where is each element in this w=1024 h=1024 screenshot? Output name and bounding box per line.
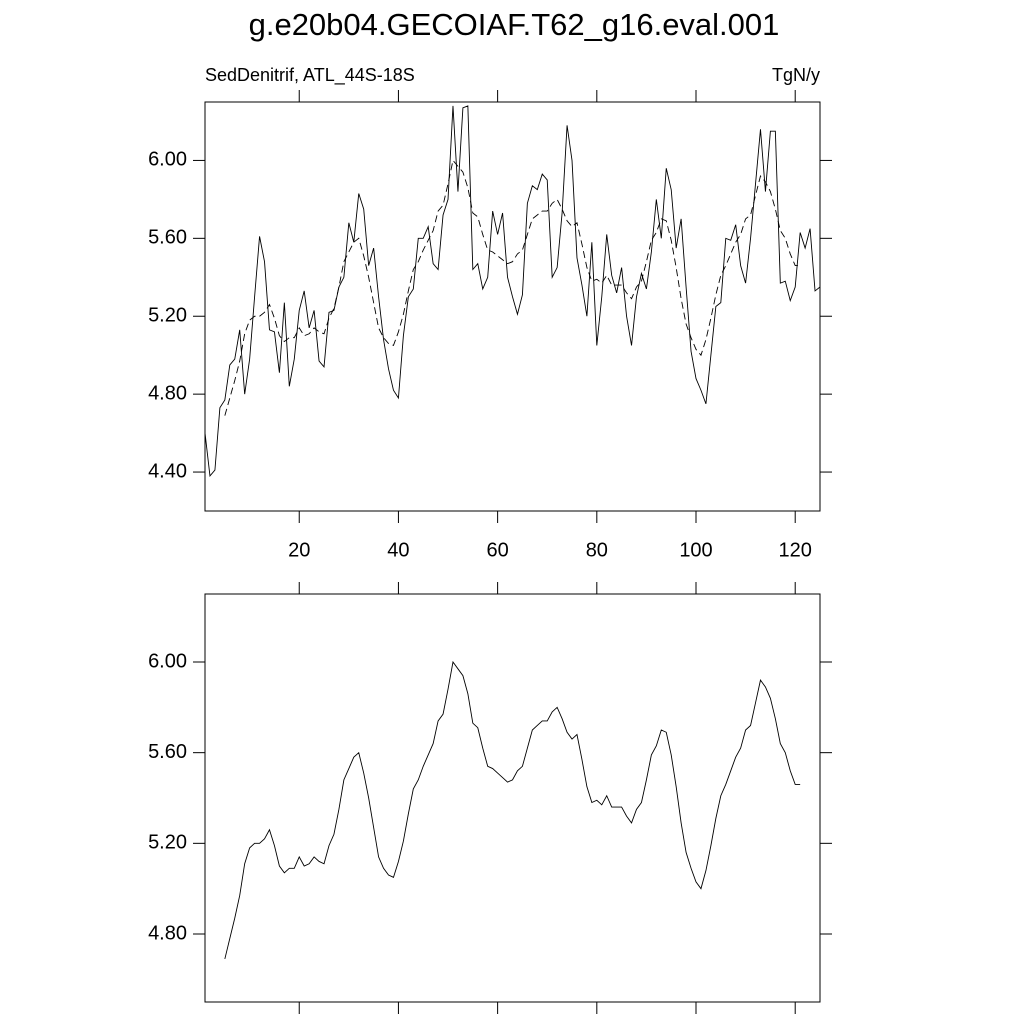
y-tick-label: 4.80 (148, 382, 187, 404)
plot-frame (204, 593, 821, 1003)
series-line (224, 159, 801, 416)
x-tick-label: 120 (779, 539, 812, 561)
y-tick-label: 4.80 (148, 922, 187, 944)
y-tick-label: 4.40 (148, 460, 187, 482)
x-tick-label: 100 (679, 539, 712, 561)
subtitle-right: TgN/y (772, 65, 820, 85)
y-tick-label: 5.60 (148, 741, 187, 763)
series-line (204, 105, 821, 478)
y-tick-label: 6.00 (148, 149, 187, 171)
y-tick-label: 6.00 (148, 650, 187, 672)
x-tick-label: 80 (586, 539, 608, 561)
plot-frame (204, 101, 821, 512)
series-line (224, 660, 801, 960)
y-tick-label: 5.20 (148, 305, 187, 327)
x-tick-label: 60 (486, 539, 508, 561)
figure-title: g.e20b04.GECOIAF.T62_g16.eval.001 (249, 7, 780, 42)
y-tick-label: 5.20 (148, 832, 187, 854)
x-tick-label: 20 (288, 539, 310, 561)
subtitle-left: SedDenitrif, ATL_44S-18S (205, 65, 415, 86)
y-tick-label: 5.60 (148, 227, 187, 249)
x-tick-label: 40 (387, 539, 409, 561)
